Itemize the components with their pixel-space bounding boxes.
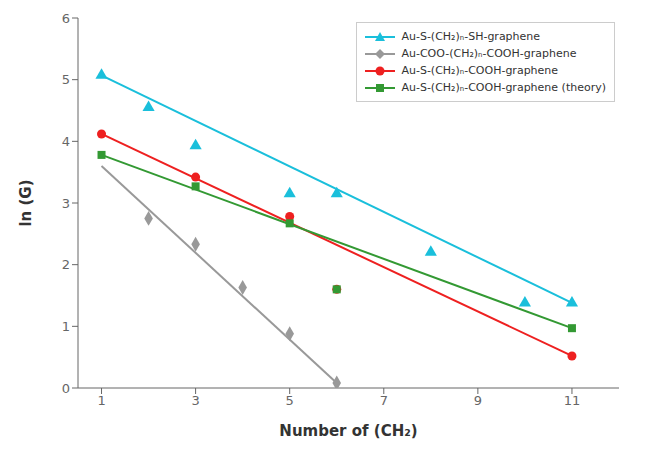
- html-text:Au-COO-(CH₂)ₙ-COOH-graphene: Au-COO-(CH₂)ₙ-COOH-graphene: [401, 47, 577, 60]
- svg-text:5: 5: [62, 72, 70, 87]
- svg-text:0: 0: [62, 381, 70, 396]
- html-text:Au-S-(CH₂)ₙ-COOH-graphene: Au-S-(CH₂)ₙ-COOH-graphene: [401, 64, 559, 77]
- html-text:Au-S-(CH₂)ₙ-COOH-graphene (the: Au-S-(CH₂)ₙ-COOH-graphene (theory): [401, 81, 606, 94]
- svg-text:1: 1: [97, 393, 105, 408]
- svg-text:Number of (CH₂): Number of (CH₂): [279, 422, 417, 440]
- svg-text:5: 5: [286, 393, 294, 408]
- svg-text:11: 11: [564, 393, 581, 408]
- svg-text:3: 3: [191, 393, 199, 408]
- html-text:Au-S-(CH₂)ₙ-SH-graphene: Au-S-(CH₂)ₙ-SH-graphene: [401, 30, 541, 43]
- svg-text:6: 6: [62, 11, 70, 26]
- svg-text:2: 2: [62, 257, 70, 272]
- svg-text:3: 3: [62, 196, 70, 211]
- svg-text:ln (G): ln (G): [17, 179, 35, 226]
- svg-text:4: 4: [62, 134, 70, 149]
- svg-text:7: 7: [380, 393, 388, 408]
- svg-text:1: 1: [62, 319, 70, 334]
- svg-text:9: 9: [474, 393, 482, 408]
